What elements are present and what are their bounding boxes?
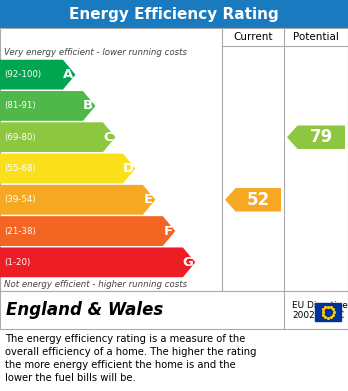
Text: (92-100): (92-100) [4,70,41,79]
Text: (21-38): (21-38) [4,226,36,235]
Text: the more energy efficient the home is and the: the more energy efficient the home is an… [5,360,236,370]
Text: D: D [122,162,134,175]
Bar [0,291,348,329]
Text: (55-68): (55-68) [4,164,36,173]
Polygon shape [0,91,95,121]
Text: C: C [103,131,113,144]
Text: Not energy efficient - higher running costs: Not energy efficient - higher running co… [4,280,187,289]
Polygon shape [225,188,281,212]
Text: EU Directive: EU Directive [292,301,348,310]
Text: B: B [83,99,93,113]
Text: (69-80): (69-80) [4,133,35,142]
Text: The energy efficiency rating is a measure of the: The energy efficiency rating is a measur… [5,334,245,344]
Polygon shape [0,154,135,183]
Text: Potential: Potential [293,32,339,42]
Text: E: E [144,193,153,206]
Text: (39-54): (39-54) [4,195,35,204]
Polygon shape [287,126,345,149]
Text: Energy Efficiency Rating: Energy Efficiency Rating [69,7,279,22]
Bar [0,0,348,28]
Text: Current: Current [233,32,273,42]
Text: F: F [164,224,173,238]
Text: England & Wales: England & Wales [6,301,163,319]
Text: overall efficiency of a home. The higher the rating: overall efficiency of a home. The higher… [5,347,256,357]
Text: G: G [183,256,193,269]
Text: lower the fuel bills will be.: lower the fuel bills will be. [5,373,136,383]
Polygon shape [0,216,175,246]
Text: (1-20): (1-20) [4,258,30,267]
Text: 52: 52 [247,191,270,209]
Text: 79: 79 [310,128,333,146]
Text: Very energy efficient - lower running costs: Very energy efficient - lower running co… [4,48,187,57]
Text: A: A [63,68,73,81]
Polygon shape [0,248,195,277]
Polygon shape [0,122,116,152]
Text: 2002/91/EC: 2002/91/EC [292,310,344,319]
Text: (81-91): (81-91) [4,101,35,110]
Polygon shape [0,60,76,90]
Bar [0,28,348,291]
Bar [315,303,341,321]
Polygon shape [0,185,156,215]
